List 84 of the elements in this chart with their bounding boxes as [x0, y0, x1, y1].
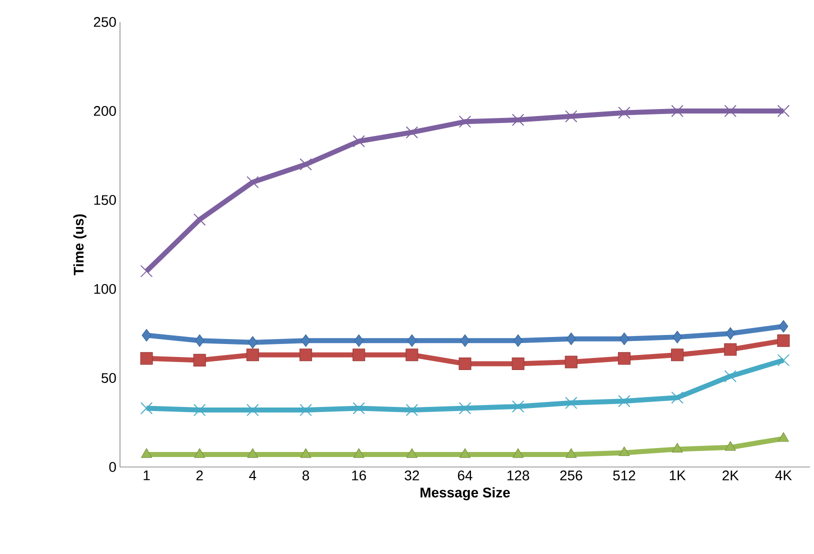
y-tick-label: 100 — [94, 284, 116, 294]
point — [406, 448, 418, 458]
point — [513, 334, 523, 347]
x-tick-label: 128 — [508, 470, 530, 480]
point — [618, 446, 630, 456]
point — [352, 135, 365, 148]
point — [458, 116, 472, 128]
point — [724, 441, 736, 451]
point — [352, 348, 366, 362]
point — [726, 327, 736, 340]
point — [141, 448, 152, 458]
x-tick-label: 2 — [196, 470, 203, 480]
point — [460, 334, 470, 347]
x-tick-label: 2K — [722, 470, 739, 480]
point — [618, 395, 630, 408]
point — [300, 404, 312, 416]
point — [512, 114, 524, 126]
point — [246, 176, 259, 188]
point — [406, 348, 418, 362]
y-tick-label: 250 — [94, 17, 116, 27]
point — [406, 404, 418, 416]
point — [352, 402, 365, 414]
y-tick-label: 150 — [94, 195, 116, 205]
x-tick-label: 4K — [775, 470, 792, 480]
point — [724, 343, 737, 356]
x-tick-label: 8 — [302, 470, 310, 480]
point — [671, 348, 684, 362]
point — [565, 396, 578, 410]
point — [194, 334, 204, 347]
point — [512, 400, 524, 413]
x-tick-label: 4 — [249, 470, 256, 480]
point — [671, 104, 684, 118]
point — [671, 391, 684, 404]
point — [777, 334, 790, 347]
point — [672, 442, 683, 452]
point — [353, 448, 364, 458]
point — [778, 320, 788, 333]
point — [724, 370, 737, 382]
point — [566, 332, 576, 346]
point — [777, 354, 790, 366]
point — [300, 334, 311, 347]
x-tick-label: 64 — [458, 470, 472, 480]
point — [248, 336, 258, 349]
point — [619, 332, 630, 346]
point — [299, 348, 312, 362]
point — [246, 404, 259, 416]
x-tick-label: 1 — [144, 470, 150, 480]
point — [564, 356, 578, 368]
point — [407, 334, 417, 347]
point — [193, 404, 206, 416]
point — [194, 448, 206, 458]
point — [566, 448, 577, 458]
point — [246, 348, 259, 362]
x-tick-label: 512 — [613, 470, 636, 480]
point — [460, 448, 470, 458]
point — [777, 104, 790, 118]
point — [140, 352, 153, 365]
x-tick-label: 16 — [352, 470, 366, 480]
point — [724, 104, 737, 118]
point — [512, 448, 524, 458]
point — [300, 448, 312, 458]
y-tick-label: 50 — [102, 373, 116, 383]
point — [354, 334, 364, 347]
point — [140, 265, 153, 278]
point — [778, 432, 789, 442]
point — [618, 106, 630, 119]
point — [140, 402, 153, 414]
point — [672, 330, 682, 344]
point — [142, 329, 152, 342]
point — [618, 352, 631, 365]
point — [247, 448, 258, 458]
y-tick-label: 0 — [109, 462, 116, 472]
x-tick-label: 32 — [404, 470, 419, 480]
x-tick-label: 256 — [560, 470, 582, 480]
y-axis-title: Time (us) — [73, 214, 86, 276]
y-tick-label: 200 — [94, 106, 116, 116]
x-tick-label: 1K — [670, 470, 686, 480]
x-axis-title: Message Size — [420, 487, 510, 500]
point — [565, 110, 578, 122]
point — [458, 402, 472, 414]
point — [458, 357, 472, 370]
point — [512, 357, 524, 370]
point — [193, 354, 206, 366]
point — [406, 126, 418, 138]
